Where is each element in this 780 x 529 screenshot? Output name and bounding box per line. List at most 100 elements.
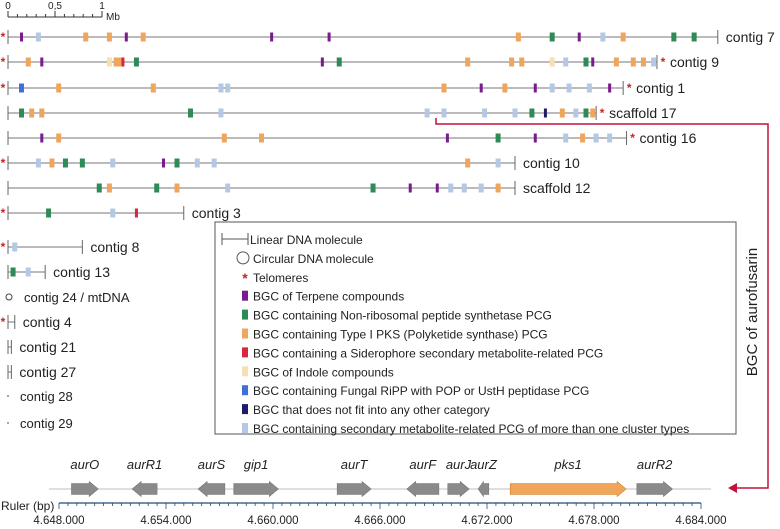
bgc-pks	[25, 57, 31, 67]
gene-arrow	[509, 480, 627, 498]
bgc-multi	[651, 57, 657, 67]
bgc-pks	[640, 57, 646, 67]
contig-row: contig 27	[7, 364, 76, 380]
legend-item: Linear DNA molecule	[221, 233, 363, 247]
contig-label: contig 13	[53, 264, 110, 280]
bgc-nrps	[19, 108, 25, 118]
gene-arrow	[233, 480, 279, 498]
bgc-multi	[218, 83, 224, 93]
callout-path	[435, 118, 769, 489]
legend-label: BGC containing Fungal RiPP with POP or U…	[253, 384, 589, 398]
legend-swatch-nrps	[242, 309, 248, 320]
bgc-pks	[580, 133, 586, 143]
bgc-pks	[39, 108, 45, 118]
bgc-pks	[106, 32, 112, 42]
bgc-terpene	[20, 32, 24, 42]
ruler-tick-label: 4.648.000	[33, 515, 84, 527]
gene-label: aurR1	[127, 457, 162, 472]
bgc-terpene	[124, 32, 128, 42]
legend-item: BGC of Terpene compounds	[242, 290, 404, 304]
bgc-multi	[563, 57, 569, 67]
contig-dot	[7, 422, 9, 424]
bgc-siderophore	[121, 57, 125, 67]
bgc-pks	[174, 183, 180, 193]
gene-arrow	[336, 480, 372, 498]
contig-label: contig 16	[640, 130, 697, 146]
bgc-pks	[559, 108, 565, 118]
scale-tick-label: 0,5	[48, 1, 62, 12]
gene-label: pks1	[553, 457, 581, 472]
contig-row: contig 29	[7, 416, 73, 431]
ruler-tick-label: 4.678.000	[568, 515, 619, 527]
gene-label: aurT	[341, 457, 369, 472]
bgc-multi	[566, 83, 572, 93]
contig-label: contig 7	[726, 29, 775, 45]
bgc-multi	[512, 108, 518, 118]
contig-label: contig 3	[192, 205, 241, 221]
contig-row: * contig 8	[1, 239, 140, 255]
bgc-terpene	[270, 32, 274, 42]
legend-item: Circular DNA molecule	[236, 251, 374, 266]
ruler-tick-label: 4.672.000	[461, 515, 512, 527]
contig-row: contig 21	[7, 339, 76, 355]
bgc-pks	[502, 83, 508, 93]
bgc-multi	[225, 183, 231, 193]
bgc-pks	[29, 108, 35, 118]
bgc-nrps	[96, 183, 102, 193]
bgc-multi	[461, 183, 467, 193]
contig-row: * contig 3	[1, 205, 241, 221]
gene-arrow	[131, 480, 158, 498]
scale-tick-label: 1	[99, 1, 105, 12]
bgc-terpene	[445, 133, 449, 143]
bgc-terpene	[40, 57, 44, 67]
gene-label: aurS	[198, 457, 226, 472]
bgc-nrps	[154, 183, 160, 193]
gene-label: aurJ	[446, 457, 472, 472]
gene-label: aurF	[409, 457, 437, 472]
legend-item: BGC containing Fungal RiPP with POP or U…	[242, 384, 589, 398]
bgc-multi	[549, 83, 555, 93]
bgc-multi	[600, 32, 606, 42]
bgc-multi	[218, 108, 224, 118]
contig-row: * * contig 1	[1, 80, 686, 96]
bgc-multi	[35, 158, 41, 168]
legend-item: BGC containing Type I PKS (Polyketide sy…	[242, 328, 548, 342]
bgc-terpene	[320, 57, 324, 67]
bgc-nrps	[133, 57, 139, 67]
bgc-multi	[593, 133, 599, 143]
bgc-pks	[495, 183, 501, 193]
legend-swatch-multi	[242, 423, 248, 433]
legend-label: BGC of Indole compounds	[253, 365, 394, 379]
bgc-pks	[519, 57, 525, 67]
telomere-icon: *	[1, 240, 6, 254]
telomere-icon: *	[600, 106, 605, 120]
bgc-terpene	[435, 183, 439, 193]
gene-label: aurZ	[470, 457, 498, 472]
bgc-nrps	[691, 32, 697, 42]
circular-dna-icon	[236, 251, 250, 265]
bgc-multi	[448, 183, 454, 193]
bgc-nrps	[583, 108, 589, 118]
contig-row: scaffold 12	[7, 180, 591, 196]
scale-unit: Mb	[106, 12, 120, 23]
contig-label: contig 29	[20, 416, 73, 431]
ruler-tick-label: 4.684.000	[675, 515, 726, 527]
bgc-nrps	[188, 108, 194, 118]
telomere-icon: *	[1, 81, 6, 95]
contig-label: contig 28	[20, 389, 73, 404]
bgc-multi	[12, 242, 18, 252]
ruler-tick-label: 4.666.000	[354, 515, 405, 527]
contig-row: * contig 7	[1, 29, 775, 45]
bgc-terpene	[479, 83, 483, 93]
contig-label: contig 21	[19, 339, 76, 355]
legend-item: * Telomeres	[242, 270, 308, 286]
bgc-nrps	[62, 158, 68, 168]
ruler-label: Ruler (bp)	[1, 499, 54, 513]
telomere-icon: *	[1, 156, 6, 170]
legend-item: BGC that does not fit into any other cat…	[242, 403, 490, 417]
legend-label: BGC containing a Siderophore secondary m…	[253, 346, 603, 360]
bgc-pks	[150, 83, 156, 93]
contig-row: contig 13	[7, 264, 110, 280]
legend-label: Circular DNA molecule	[253, 252, 374, 266]
